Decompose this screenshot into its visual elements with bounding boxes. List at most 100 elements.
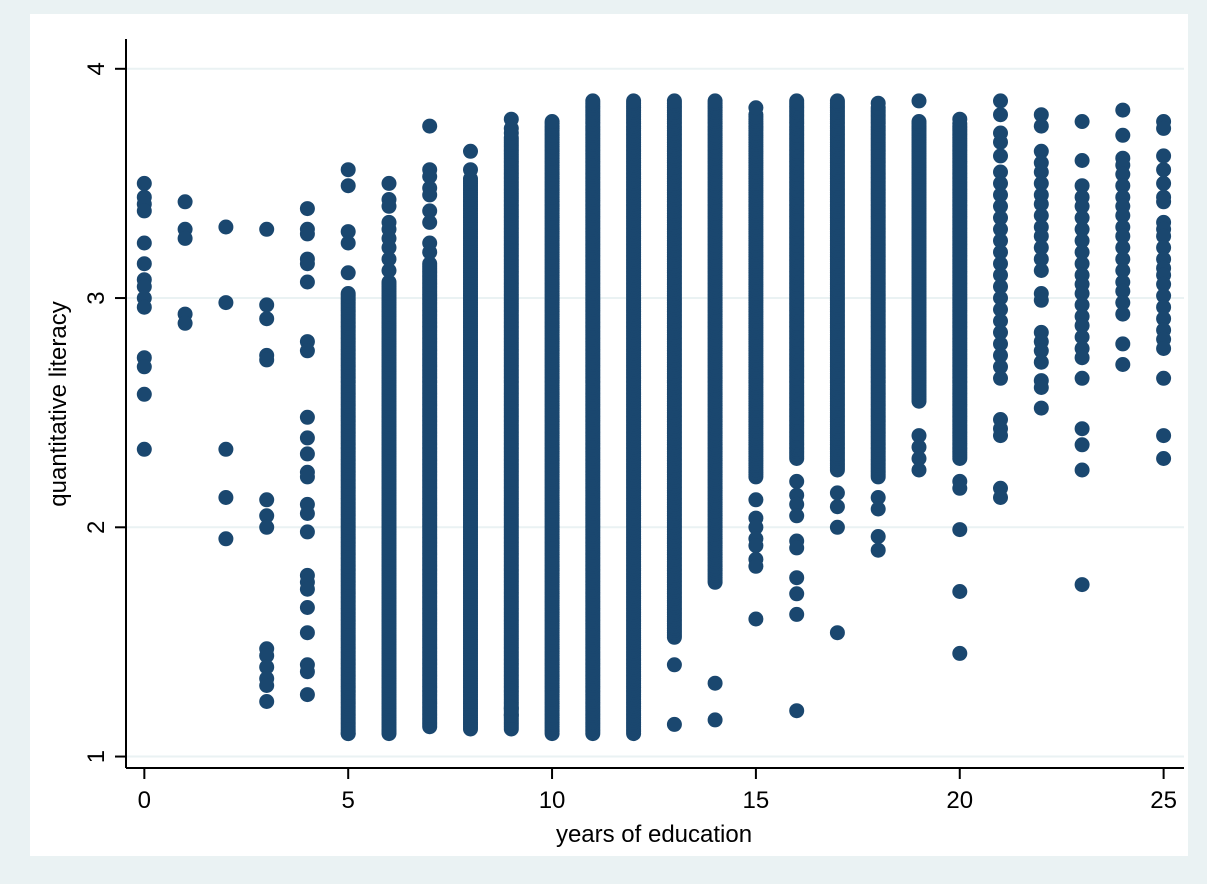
data-point <box>829 519 845 535</box>
data-point <box>1115 251 1131 267</box>
data-point <box>1156 276 1172 292</box>
data-point <box>136 256 152 272</box>
data-point <box>503 125 519 141</box>
data-point <box>707 712 723 728</box>
data-point <box>993 290 1008 306</box>
data-point <box>1115 178 1131 194</box>
data-point <box>1156 175 1172 191</box>
data-point <box>1115 102 1131 118</box>
data-point <box>789 570 805 586</box>
data-point <box>299 600 315 615</box>
data-point <box>911 114 927 129</box>
data-point <box>1074 153 1090 168</box>
data-point <box>993 302 1008 317</box>
data-point <box>993 324 1008 340</box>
data-point <box>1074 210 1090 226</box>
data-point <box>993 107 1008 123</box>
x-tick-label: 25 <box>1150 787 1177 814</box>
x-tick-label: 5 <box>342 787 355 814</box>
data-point <box>1033 196 1049 212</box>
data-point <box>789 540 805 556</box>
data-point <box>1115 295 1131 311</box>
data-point <box>136 359 152 375</box>
data-point <box>1074 178 1090 194</box>
data-point <box>1156 228 1172 244</box>
data-point <box>911 439 927 455</box>
data-point <box>789 93 805 109</box>
data-point <box>259 694 275 709</box>
data-point <box>299 687 315 703</box>
data-point <box>1033 208 1049 223</box>
data-point <box>1074 198 1090 214</box>
data-point <box>1074 297 1090 313</box>
data-point <box>1115 228 1131 244</box>
data-point <box>340 178 356 194</box>
data-point <box>1115 166 1131 182</box>
data-point <box>340 162 356 178</box>
data-point <box>381 274 397 290</box>
data-point <box>748 558 764 574</box>
data-point <box>1156 341 1172 356</box>
data-point <box>340 235 356 251</box>
data-point <box>911 93 927 109</box>
x-axis-label: years of education <box>556 821 752 848</box>
data-point <box>1033 251 1049 267</box>
data-point <box>1033 143 1049 159</box>
data-point <box>1074 329 1090 345</box>
data-point <box>1033 164 1049 180</box>
data-point <box>911 451 927 466</box>
data-point <box>381 723 397 739</box>
data-point <box>1074 462 1090 478</box>
data-point <box>136 299 152 315</box>
data-point <box>1156 194 1172 210</box>
y-tick-label: 2 <box>83 521 110 534</box>
data-point <box>993 313 1008 329</box>
data-point <box>381 175 397 191</box>
data-point <box>993 148 1008 164</box>
data-point <box>993 370 1008 386</box>
data-point <box>259 678 275 693</box>
data-point <box>340 726 356 742</box>
data-point <box>1156 162 1172 178</box>
data-point <box>1115 306 1131 322</box>
data-point <box>1156 120 1172 136</box>
data-point <box>544 114 560 129</box>
data-point <box>218 441 234 457</box>
data-point <box>1074 256 1090 272</box>
data-point <box>993 256 1008 272</box>
data-point <box>789 473 805 489</box>
data-point <box>299 581 315 597</box>
data-point <box>381 240 397 256</box>
data-point <box>299 524 315 540</box>
data-point <box>1074 370 1090 386</box>
axes: 1 2 3 4 0 5 10 15 20 25 <box>83 39 1184 814</box>
data-point <box>993 198 1008 214</box>
data-point <box>177 230 193 246</box>
data-point <box>993 267 1008 283</box>
data-point <box>666 716 682 732</box>
data-point <box>993 233 1008 249</box>
data-point <box>1033 240 1049 256</box>
data-point <box>177 315 193 331</box>
data-point <box>259 519 275 535</box>
data-point <box>993 221 1008 237</box>
y-axis-label: quantitative literacy <box>45 301 72 506</box>
data-point <box>993 244 1008 260</box>
data-point <box>1156 240 1172 256</box>
data-point <box>993 164 1008 180</box>
data-point <box>993 134 1008 150</box>
data-point <box>299 430 315 446</box>
data-point <box>1033 118 1049 134</box>
data-point <box>789 496 805 512</box>
data-point <box>993 359 1008 375</box>
y-tick-label: 4 <box>83 62 110 75</box>
data-point <box>993 490 1008 505</box>
data-point <box>1115 263 1131 278</box>
data-point <box>993 428 1008 444</box>
data-point <box>218 219 234 235</box>
y-tick-label: 1 <box>83 750 110 763</box>
data-point <box>993 336 1008 352</box>
data-point <box>870 490 886 505</box>
